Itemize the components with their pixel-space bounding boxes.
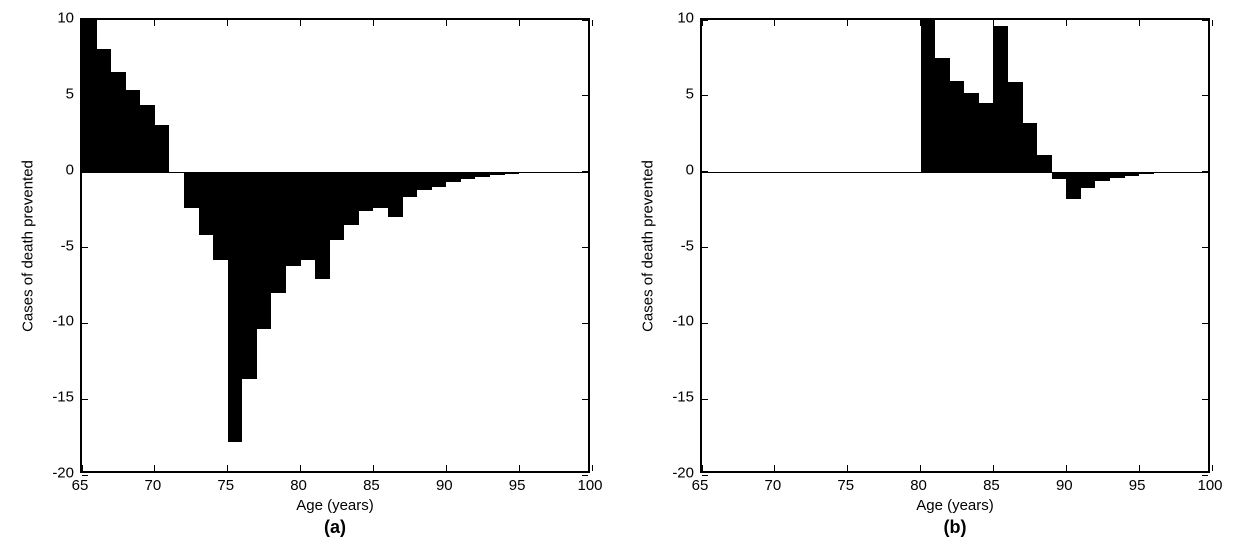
xtick-label: 80 bbox=[910, 477, 927, 494]
xtick bbox=[702, 465, 703, 471]
xtick bbox=[1139, 465, 1140, 471]
ytick-label: -20 bbox=[672, 465, 694, 482]
ytick-right bbox=[1202, 475, 1208, 476]
ytick-right bbox=[1202, 247, 1208, 248]
bar bbox=[1008, 82, 1023, 171]
bar bbox=[1125, 172, 1140, 177]
ytick-right bbox=[1202, 323, 1208, 324]
ylabel-b: Cases of death prevented bbox=[640, 160, 657, 332]
panel-b: 65 70 75 80 85 90 95 100 -20 -15 -10 -5 0 5 10 Age (yea… bbox=[0, 0, 1240, 543]
bar bbox=[950, 81, 965, 172]
xtick-label: 65 bbox=[692, 477, 709, 494]
ytick-label: -15 bbox=[672, 389, 694, 406]
xtick-top bbox=[847, 20, 848, 26]
ytick-label: -5 bbox=[681, 237, 694, 254]
xtick bbox=[1212, 465, 1213, 471]
bar bbox=[935, 58, 950, 172]
ytick bbox=[702, 399, 708, 400]
bar bbox=[1081, 172, 1096, 189]
bar bbox=[1052, 172, 1067, 180]
bar bbox=[1037, 155, 1052, 172]
xtick-top bbox=[774, 20, 775, 26]
ytick bbox=[702, 95, 708, 96]
xtick bbox=[847, 465, 848, 471]
bar bbox=[979, 103, 994, 171]
ytick-right bbox=[1202, 95, 1208, 96]
plot-area-b bbox=[700, 18, 1210, 473]
ytick-label: 0 bbox=[686, 161, 694, 178]
xlabel-b: Age (years) bbox=[916, 497, 994, 514]
xtick-label: 75 bbox=[837, 477, 854, 494]
ytick bbox=[702, 20, 708, 21]
ytick bbox=[702, 323, 708, 324]
bar bbox=[1110, 172, 1125, 179]
xtick bbox=[774, 465, 775, 471]
xtick-top bbox=[1066, 20, 1067, 26]
xtick-label: 90 bbox=[1056, 477, 1073, 494]
xtick-top bbox=[920, 20, 921, 26]
bar bbox=[1066, 172, 1081, 199]
xtick-top bbox=[1212, 20, 1213, 26]
xtick-top bbox=[702, 20, 703, 26]
ytick-label: 5 bbox=[686, 85, 694, 102]
bar bbox=[993, 26, 1008, 172]
bar bbox=[921, 20, 936, 172]
ytick-right bbox=[1202, 399, 1208, 400]
ytick-label: 10 bbox=[677, 10, 694, 27]
xtick-label: 70 bbox=[765, 477, 782, 494]
xtick-label: 85 bbox=[983, 477, 1000, 494]
ytick bbox=[702, 171, 708, 172]
bar bbox=[1139, 172, 1154, 174]
ytick bbox=[702, 247, 708, 248]
xtick-label: 100 bbox=[1197, 477, 1222, 494]
ytick-label: -10 bbox=[672, 313, 694, 330]
bars-b bbox=[702, 20, 1208, 471]
xtick-top bbox=[993, 20, 994, 26]
xtick-label: 95 bbox=[1129, 477, 1146, 494]
figure-container: 65 70 75 80 85 90 95 100 -20 -15 -10 -5 0 5 10 Age (yea… bbox=[0, 0, 1240, 543]
bar bbox=[1095, 172, 1110, 181]
ytick bbox=[702, 475, 708, 476]
xtick-top bbox=[1139, 20, 1140, 26]
ytick-right bbox=[1202, 171, 1208, 172]
bar bbox=[1023, 123, 1038, 172]
xtick bbox=[920, 465, 921, 471]
xtick bbox=[1066, 465, 1067, 471]
xtick bbox=[993, 465, 994, 471]
subplot-label-b: (b) bbox=[944, 517, 967, 538]
bar bbox=[964, 93, 979, 172]
ytick-right bbox=[1202, 20, 1208, 21]
